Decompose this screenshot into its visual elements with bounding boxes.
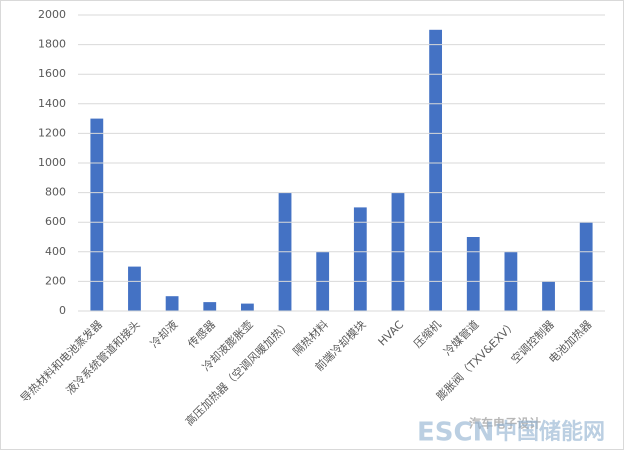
y-tick-label: 1200 — [38, 126, 66, 139]
y-tick-label: 0 — [59, 304, 66, 317]
bar — [542, 281, 555, 311]
bar — [429, 29, 443, 312]
bar — [90, 118, 104, 311]
y-tick-label: 1600 — [38, 67, 66, 80]
watermark: ESCN — [417, 418, 494, 448]
y-tick-label: 600 — [45, 215, 66, 228]
bar — [128, 266, 141, 311]
bar — [240, 303, 254, 311]
y-tick-label: 800 — [45, 186, 66, 199]
y-tick-label: 400 — [45, 245, 66, 258]
y-tick-label: 1000 — [38, 156, 66, 169]
y-tick-label: 1800 — [38, 38, 66, 51]
y-tick-label: 2000 — [38, 8, 66, 21]
bar — [165, 296, 179, 311]
bar — [353, 207, 367, 311]
watermark: 汽车电子设计 — [469, 416, 541, 431]
y-tick-label: 1400 — [38, 97, 66, 110]
y-tick-label: 200 — [45, 274, 66, 287]
bar — [579, 222, 593, 311]
bar — [466, 237, 480, 311]
bar — [203, 302, 217, 311]
watermark: 中国储能网 — [495, 419, 605, 445]
